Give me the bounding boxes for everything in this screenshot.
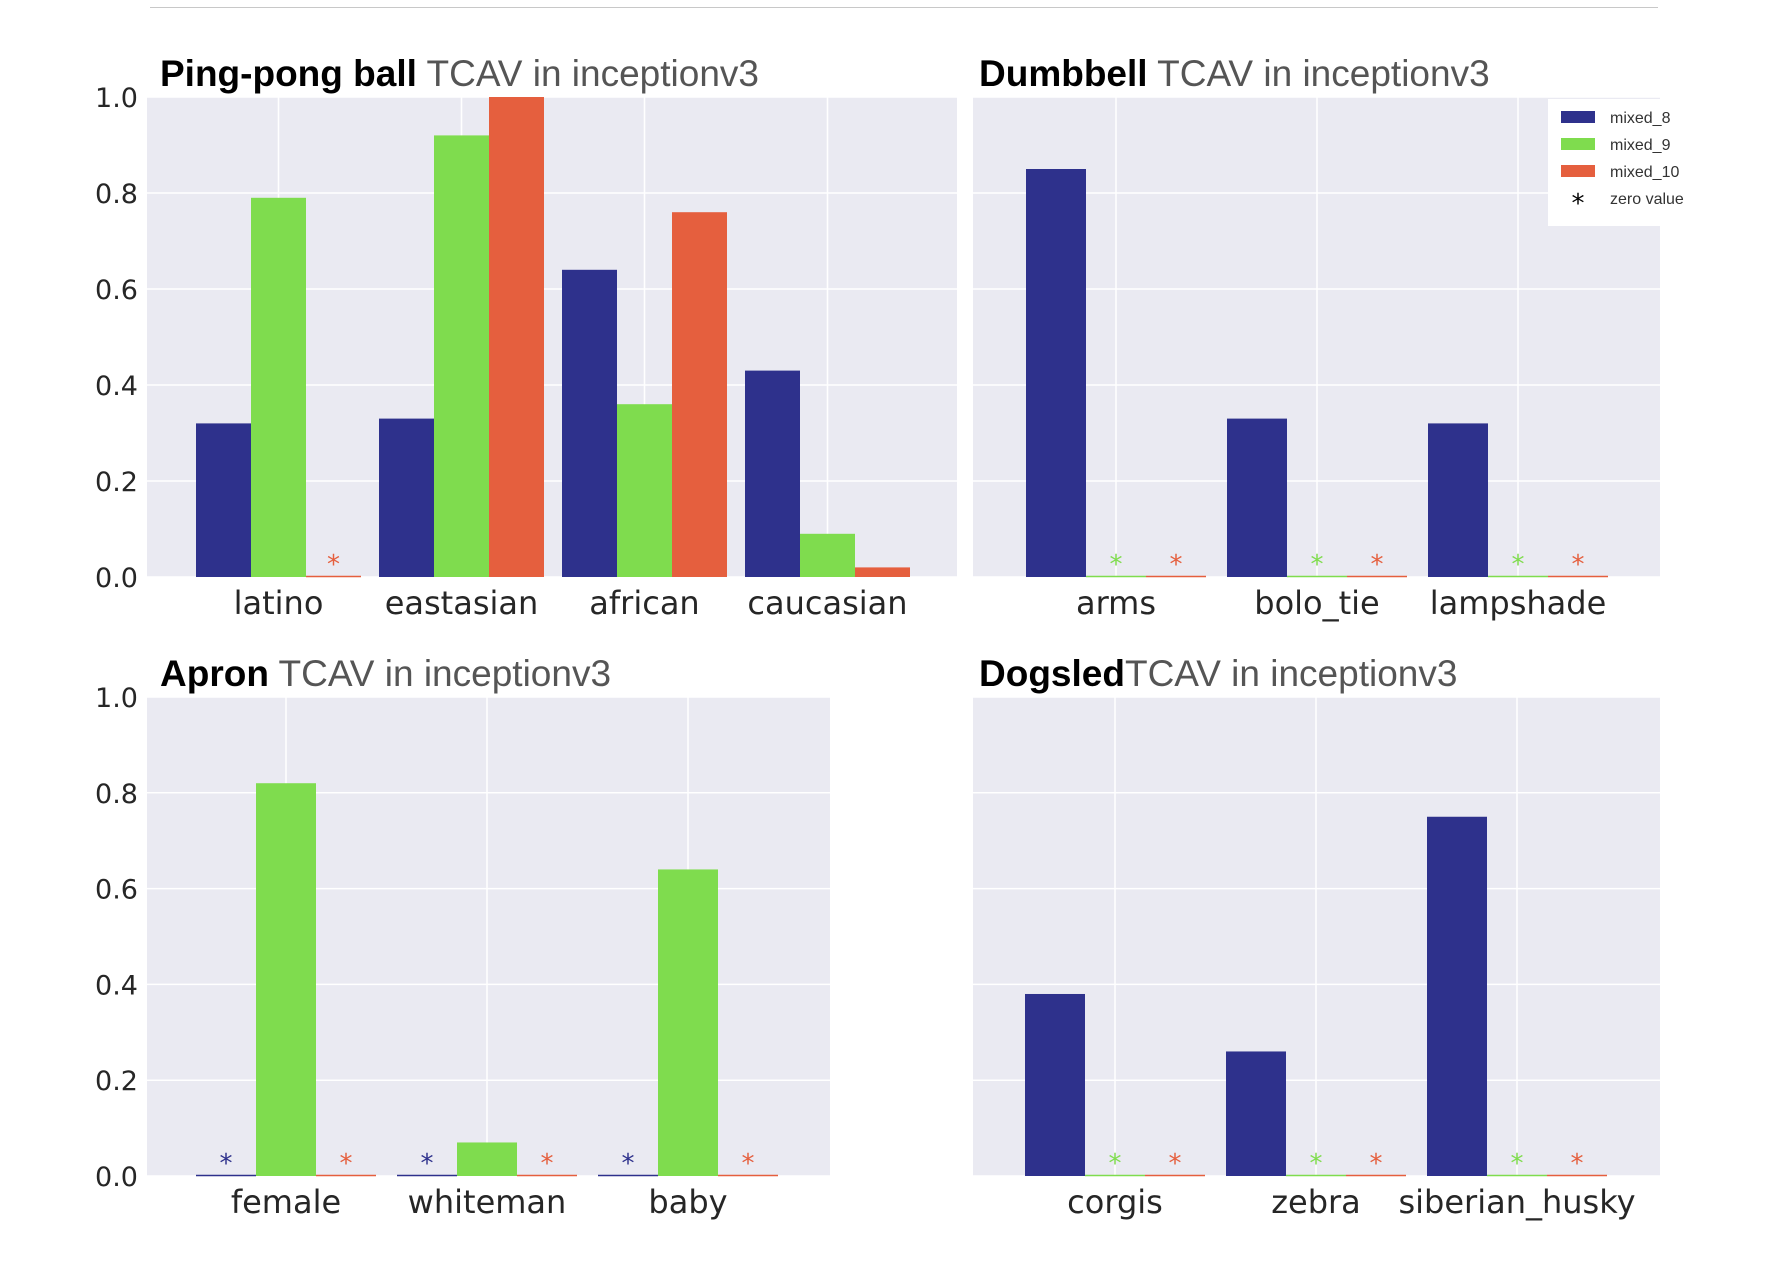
legend: mixed_8 mixed_9 mixed_10 * zero value [1548,99,1686,226]
ytick-label: 0.0 [95,563,138,594]
chart-title-rest: TCAV in inceptionv3 [269,653,611,694]
bar-mixed_8-eastasian [379,418,434,577]
chart-title-rest: TCAV in inceptionv3 [1125,653,1457,694]
bar-mixed_8-corgis [1025,993,1085,1176]
zero-marker-mixed_9-siberian_husky: * [1511,1149,1524,1179]
chart-panel-4: * *corgis* *zebra* *siberian_huskyDogsledTC… [973,653,1660,1221]
chart-title-bold: Ping-pong ball [160,53,417,94]
chart-title: DogsledTCAV in inceptionv3 [979,653,1457,694]
bar-mixed_8-zebra [1226,1051,1286,1176]
bar-mixed_8-african [562,269,617,577]
zero-marker-mixed_8-whiteman: * [421,1149,434,1179]
ytick-label: 1.0 [95,83,138,114]
zero-marker-mixed_9-zebra: * [1310,1149,1323,1179]
zero-marker-mixed_10-whiteman: * [541,1149,554,1179]
zero-marker-mixed_9-corgis: * [1109,1149,1122,1179]
bar-mixed_8-arms [1026,169,1086,577]
zero-marker-mixed_10-baby: * [742,1149,755,1179]
zero-marker-mixed_8-baby: * [622,1149,635,1179]
zero-marker-mixed_10-bolo_tie: * [1371,550,1384,580]
xtick-label-arms: arms [1076,584,1156,622]
bar-mixed_9-whiteman [457,1142,517,1176]
xtick-label-lampshade: lampshade [1430,584,1607,622]
bar-mixed_9-african [617,404,672,577]
zero-marker-mixed_10-corgis: * [1169,1149,1182,1179]
xtick-label-corgis: corgis [1067,1183,1163,1221]
ytick-label: 0.8 [95,179,138,210]
legend-label-zero-value: zero value [1610,191,1684,208]
xtick-label-baby: baby [648,1183,727,1221]
bar-mixed_9-latino [251,197,306,578]
legend-swatch-mixed_10 [1561,165,1595,177]
ytick-label: 0.2 [95,467,138,498]
bar-mixed_8-latino [196,423,251,577]
xtick-label-african: african [589,584,699,622]
chart-title-bold: Dumbbell [979,53,1148,94]
bar-mixed_9-female [256,783,316,1176]
ytick-label: 0.6 [95,275,138,306]
bar-mixed_8-bolo_tie [1227,418,1287,577]
chart-title: Dumbbell TCAV in inceptionv3 [979,53,1490,94]
bar-mixed_8-lampshade [1428,423,1488,577]
zero-marker-mixed_10-siberian_husky: * [1571,1149,1584,1179]
ytick-label: 0.2 [95,1066,138,1097]
chart-title-rest: TCAV in inceptionv3 [417,53,759,94]
legend-zero-marker: * [1572,189,1585,219]
ytick-label: 0.4 [95,970,138,1001]
xtick-label-female: female [231,1183,341,1221]
zero-marker-mixed_8-female: * [220,1149,233,1179]
chart-title-bold: Dogsled [979,653,1125,694]
bar-mixed_8-caucasian [745,370,800,577]
chart-panel-1: *latino eastasian african caucasian 0.0 0.2 0.… [95,53,957,622]
bar-mixed_9-caucasian [800,533,855,577]
ytick-label: 0.6 [95,875,138,906]
xtick-label-caucasian: caucasian [747,584,907,622]
plot-area [147,697,830,1176]
zero-marker-mixed_10-latino: * [327,550,340,580]
bar-mixed_9-baby [658,869,718,1176]
xtick-label-siberian_husky: siberian_husky [1398,1183,1635,1221]
xtick-label-bolo_tie: bolo_tie [1254,584,1379,622]
zero-marker-mixed_10-zebra: * [1370,1149,1383,1179]
chart-panel-2: * * arms * * bolo_tie * * lampshade Dumbbell TCAV… [973,53,1686,622]
chart-title-rest: TCAV in inceptionv3 [1148,53,1490,94]
bar-mixed_8-siberian_husky [1427,816,1487,1176]
zero-marker-mixed_9-arms: * [1110,550,1123,580]
legend-label-mixed_10: mixed_10 [1610,164,1679,181]
zero-marker-mixed_10-lampshade: * [1572,550,1585,580]
xtick-label-whiteman: whiteman [408,1183,567,1221]
zero-marker-mixed_9-lampshade: * [1512,550,1525,580]
bar-mixed_9-eastasian [434,135,489,577]
legend-swatch-mixed_9 [1561,138,1595,150]
legend-label-mixed_8: mixed_8 [1610,110,1671,127]
zero-marker-mixed_9-bolo_tie: * [1311,550,1324,580]
xtick-label-zebra: zebra [1271,1183,1361,1221]
zero-marker-mixed_10-arms: * [1170,550,1183,580]
top-divider [150,7,1658,8]
chart-title: Apron TCAV in inceptionv3 [160,653,611,694]
bar-mixed_10-eastasian [489,97,544,577]
zero-marker-mixed_10-female: * [340,1149,353,1179]
ytick-label: 1.0 [95,683,138,714]
bar-mixed_10-african [672,212,727,577]
chart-panel-3: * * female * * whiteman * * baby 0.0 0.2 0.4 0.6 0.8 1… [95,653,830,1221]
xtick-label-latino: latino [234,584,324,622]
chart-title-bold: Apron [160,653,269,694]
bar-mixed_10-caucasian [855,567,910,577]
legend-label-mixed_9: mixed_9 [1610,137,1671,154]
legend-swatch-mixed_8 [1561,111,1595,123]
xtick-label-eastasian: eastasian [385,584,539,622]
ytick-label: 0.4 [95,371,138,402]
ytick-label: 0.8 [95,779,138,810]
chart-title: Ping-pong ball TCAV in inceptionv3 [160,53,759,94]
ytick-label: 0.0 [95,1162,138,1193]
